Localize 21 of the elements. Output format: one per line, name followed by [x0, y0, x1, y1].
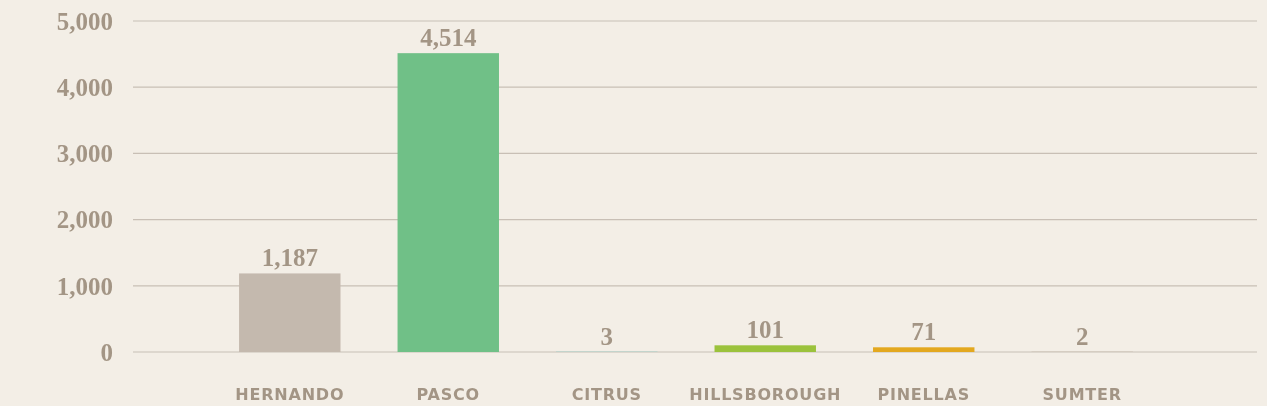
x-tick-label: SUMTER [1042, 385, 1122, 404]
y-tick-label: 0 [100, 338, 113, 366]
x-tick-label: PASCO [416, 385, 481, 404]
data-label: 4,514 [420, 24, 477, 52]
bar [714, 345, 816, 352]
data-label: 101 [746, 316, 784, 344]
data-label: 1,187 [261, 244, 318, 272]
y-tick-label: 3,000 [56, 140, 113, 168]
x-tick-label: PINELLAS [877, 385, 971, 404]
data-label: 2 [1075, 322, 1089, 350]
y-tick-label: 1,000 [56, 272, 113, 300]
bar [873, 347, 975, 352]
y-tick-label: 4,000 [56, 73, 113, 101]
bar [397, 53, 499, 352]
x-tick-label: HILLSBOROUGH [689, 385, 842, 404]
x-tick-label: CITRUS [571, 385, 642, 404]
y-tick-label: 2,000 [56, 206, 113, 234]
data-label: 3 [600, 322, 613, 350]
y-tick-label: 5,000 [56, 7, 113, 35]
data-label: 71 [911, 318, 937, 346]
x-tick-label: HERNANDO [235, 385, 345, 404]
